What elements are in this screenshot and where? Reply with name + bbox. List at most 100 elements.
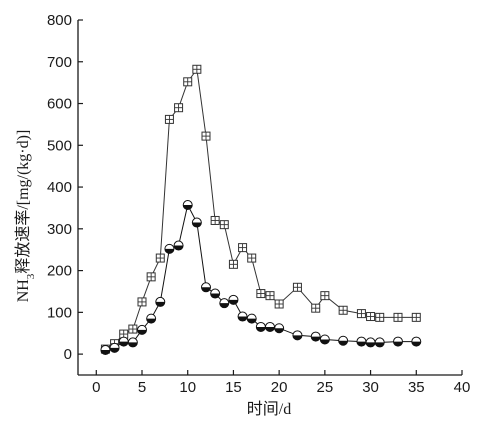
- series-1-point: [219, 220, 229, 230]
- point-half-fill: [110, 347, 120, 353]
- point-half-fill: [137, 329, 147, 335]
- series-1-point: [265, 291, 275, 301]
- point-half-fill: [174, 245, 184, 251]
- series-1-point: [411, 312, 421, 322]
- series-1-point: [256, 289, 266, 299]
- series-2-point: [137, 324, 147, 335]
- series-1-point: [356, 309, 366, 319]
- point-half-fill: [128, 342, 138, 347]
- y-tick-label: 400: [47, 179, 72, 196]
- point-half-fill: [219, 303, 229, 308]
- series-2-point: [146, 313, 157, 324]
- y-tick-label: 0: [64, 346, 72, 363]
- point-half-fill: [356, 341, 366, 347]
- series-1-point: [393, 312, 403, 322]
- series-2-point: [365, 337, 376, 348]
- series-1-point: [210, 215, 220, 225]
- series-1-point: [164, 114, 174, 124]
- series-1-point: [174, 103, 184, 113]
- series-2-point: [100, 344, 111, 355]
- point-half-fill: [265, 326, 275, 332]
- y-tick-label: 700: [47, 54, 72, 71]
- x-tick-label: 0: [92, 379, 100, 396]
- x-tick-label: 30: [362, 379, 379, 396]
- series-2-point: [292, 330, 303, 341]
- y-tick-label: 200: [47, 263, 72, 280]
- point-half-fill: [210, 293, 220, 299]
- series-1-point: [247, 253, 257, 263]
- y-tick-label: 600: [47, 96, 72, 113]
- point-half-fill: [311, 336, 321, 342]
- point-half-fill: [411, 341, 421, 347]
- x-tick-label: 15: [225, 379, 242, 396]
- series-1-point: [128, 324, 138, 334]
- series-1-point: [201, 131, 211, 141]
- y-axis-title: NH3释放速率/[mg/(kg·d)]: [14, 130, 37, 303]
- axes: 0 5 10 15 20 25 30 35 40010020030040050060070080…: [47, 12, 470, 396]
- series-1-point: [320, 291, 330, 301]
- y-tick-label: 100: [47, 304, 72, 321]
- series-1-point: [238, 243, 248, 253]
- series-1-point: [338, 305, 348, 315]
- series-2-point: [265, 321, 275, 332]
- x-tick-label: 40: [454, 379, 471, 396]
- series-2-point: [338, 335, 349, 346]
- x-tick-label: 5: [138, 379, 146, 396]
- series-2-point: [201, 282, 211, 293]
- point-half-fill: [238, 316, 248, 322]
- x-tick-label: 25: [317, 379, 334, 396]
- series-1-point: [228, 259, 238, 269]
- series-2-point: [319, 334, 330, 345]
- series-2-point: [173, 240, 184, 251]
- point-half-fill: [183, 205, 193, 210]
- point-half-fill: [100, 349, 110, 355]
- point-half-fill: [393, 341, 403, 347]
- series-1-point: [274, 299, 284, 309]
- series-2-point: [310, 331, 321, 342]
- series-1-point: [192, 64, 202, 74]
- series-2-point: [155, 296, 166, 307]
- point-half-fill: [366, 342, 376, 347]
- point-half-fill: [256, 326, 266, 332]
- x-tick-label: 10: [179, 379, 196, 396]
- point-half-fill: [292, 335, 302, 340]
- series-2-point: [246, 313, 257, 324]
- series-1-point: [366, 312, 376, 322]
- series-2-point: [182, 200, 193, 211]
- y-tick-label: 300: [47, 221, 72, 238]
- y-axis-title-subscript: 3: [25, 273, 37, 279]
- x-tick-label: 35: [408, 379, 425, 396]
- point-half-fill: [201, 287, 211, 292]
- point-half-fill: [192, 222, 202, 228]
- series-2-point: [109, 342, 120, 353]
- series-2-point: [356, 336, 367, 347]
- series-2-point: [411, 336, 422, 347]
- point-half-fill: [164, 248, 174, 254]
- y-axis-title-suffix: 释放速率/[mg/(kg·d)]: [14, 130, 32, 274]
- point-half-fill: [228, 299, 238, 305]
- point-half-fill: [146, 318, 156, 324]
- series-1-point: [311, 303, 321, 313]
- series-1-point: [146, 272, 156, 282]
- series-1-point: [137, 297, 147, 307]
- series-markers: [100, 64, 422, 355]
- series-1-point: [375, 312, 385, 322]
- point-half-fill: [320, 339, 330, 344]
- x-axis-title: 时间/d: [247, 400, 291, 418]
- series-2-point: [118, 336, 129, 347]
- y-axis-title-prefix: NH: [15, 279, 32, 303]
- y-tick-label: 500: [47, 137, 72, 154]
- x-tick-label: 20: [271, 379, 288, 396]
- series-2-point: [210, 288, 221, 299]
- series-2-point: [255, 321, 266, 332]
- y-tick-label: 800: [47, 12, 72, 29]
- series-2-point: [191, 217, 202, 228]
- series-1-point: [292, 282, 302, 292]
- point-half-fill: [247, 318, 257, 324]
- series-2-point: [393, 336, 403, 347]
- series-2-point: [228, 294, 239, 305]
- series-2-point: [374, 337, 385, 348]
- point-half-fill: [274, 328, 284, 333]
- series-1-point: [183, 77, 193, 87]
